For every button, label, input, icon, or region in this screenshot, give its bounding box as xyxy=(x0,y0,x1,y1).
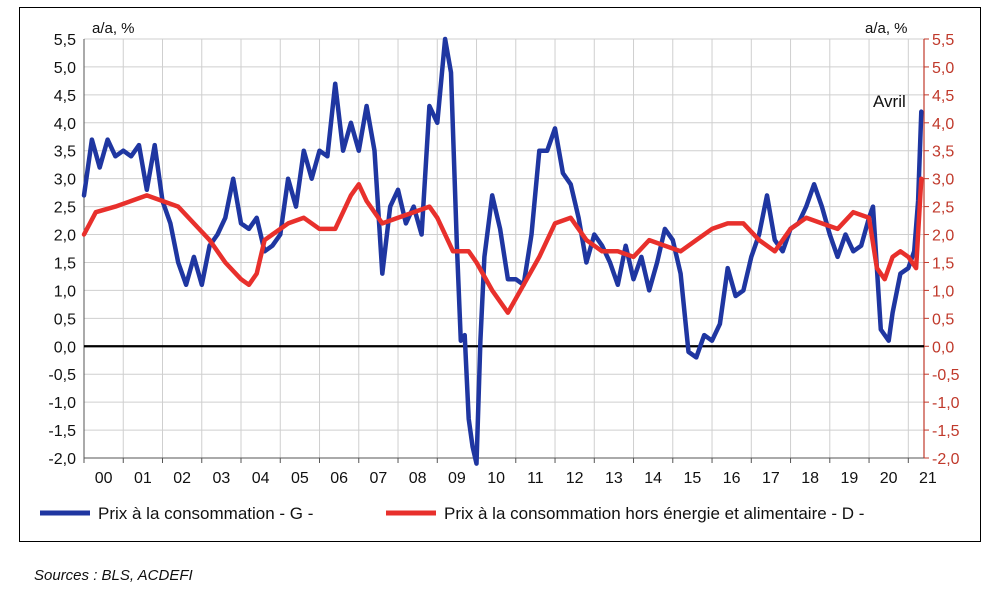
y-tick-label-left: 3,0 xyxy=(54,172,76,189)
avril-annotation: Avril xyxy=(873,92,906,111)
x-tick-label: 12 xyxy=(566,470,584,487)
y-tick-label-left: 4,0 xyxy=(54,116,76,133)
x-tick-label: 03 xyxy=(212,470,230,487)
y-tick-label-right: 5,0 xyxy=(932,60,954,77)
y-tick-label-right: -1,0 xyxy=(932,395,960,412)
x-tick-label: 16 xyxy=(723,470,741,487)
y-tick-label-left: 1,0 xyxy=(54,283,76,300)
y-tick-label-left: -1,5 xyxy=(48,423,76,440)
y-tick-label-right: 2,5 xyxy=(932,200,954,217)
y-tick-label-right: 4,5 xyxy=(932,88,954,105)
x-tick-label: 11 xyxy=(527,470,544,487)
left-axis-unit: a/a, % xyxy=(92,20,135,37)
x-tick-label: 13 xyxy=(605,470,623,487)
y-tick-label-left: 4,5 xyxy=(54,88,76,105)
y-tick-label-right: 1,5 xyxy=(932,255,954,272)
y-tick-label-right: 1,0 xyxy=(932,283,954,300)
y-tick-label-right: 3,0 xyxy=(932,172,954,189)
y-tick-label-left: 5,0 xyxy=(54,60,76,77)
axes-layer: 5,5 5,5 5,0 5,0 4,5 4,5 4,0 4,0 3,5 3,5 3,0 3,0 2,5 2… xyxy=(48,32,959,487)
y-tick-label-right: -2,0 xyxy=(932,451,960,468)
x-tick-label: 08 xyxy=(409,470,427,487)
x-tick-label: 07 xyxy=(369,470,387,487)
y-tick-label-left: 2,5 xyxy=(54,200,76,217)
y-tick-label-left: 5,5 xyxy=(54,32,76,49)
x-tick-label: 20 xyxy=(880,470,898,487)
y-tick-label-left: 3,5 xyxy=(54,144,76,161)
y-tick-label-right: 3,5 xyxy=(932,144,954,161)
y-tick-label-right: 0,0 xyxy=(932,339,954,356)
legend-label-g: Prix à la consommation - G - xyxy=(98,504,313,523)
legend-label-d: Prix à la consommation hors énergie et a… xyxy=(444,504,864,523)
x-tick-label: 14 xyxy=(644,470,662,487)
right-axis-unit: a/a, % xyxy=(865,20,908,37)
x-tick-label: 10 xyxy=(487,470,505,487)
chart-frame: 5,5 5,5 5,0 5,0 4,5 4,5 4,0 4,0 3,5 3,5 3,0 3,0 2,5 2… xyxy=(19,7,981,542)
y-tick-label-left: 0,0 xyxy=(54,339,76,356)
y-tick-label-right: -0,5 xyxy=(932,367,960,384)
x-tick-label: 19 xyxy=(841,470,859,487)
x-tick-label: 18 xyxy=(801,470,819,487)
x-tick-label: 17 xyxy=(762,470,780,487)
x-tick-label: 05 xyxy=(291,470,309,487)
x-tick-label: 09 xyxy=(448,470,466,487)
x-tick-label: 02 xyxy=(173,470,191,487)
y-tick-label-right: -1,5 xyxy=(932,423,960,440)
series-layer xyxy=(81,36,924,466)
chart-svg: 5,5 5,5 5,0 5,0 4,5 4,5 4,0 4,0 3,5 3,5 3,0 3,0 2,5 2… xyxy=(40,20,960,523)
label-layer: a/a, % a/a, % Avril xyxy=(92,20,908,111)
x-tick-label: 00 xyxy=(95,470,113,487)
y-tick-label-left: -2,0 xyxy=(48,451,76,468)
y-tick-label-left: 0,5 xyxy=(54,311,76,328)
y-tick-label-right: 5,5 xyxy=(932,32,954,49)
source-note: Sources : BLS, ACDEFI xyxy=(34,567,193,584)
legend: Prix à la consommation - G - Prix à la c… xyxy=(40,504,864,523)
y-tick-label-left: 2,0 xyxy=(54,228,76,245)
y-tick-label-left: -0,5 xyxy=(48,367,76,384)
series-line-g xyxy=(81,36,924,466)
series-line-d xyxy=(81,176,924,315)
x-tick-label: 21 xyxy=(919,470,937,487)
x-tick-label: 01 xyxy=(134,470,152,487)
y-tick-label-left: -1,0 xyxy=(48,395,76,412)
y-tick-label-left: 1,5 xyxy=(54,255,76,272)
y-tick-label-right: 4,0 xyxy=(932,116,954,133)
y-tick-label-right: 0,5 xyxy=(932,311,954,328)
x-tick-label: 04 xyxy=(252,470,270,487)
x-tick-label: 06 xyxy=(330,470,348,487)
x-tick-label: 15 xyxy=(684,470,702,487)
y-tick-label-right: 2,0 xyxy=(932,228,954,245)
